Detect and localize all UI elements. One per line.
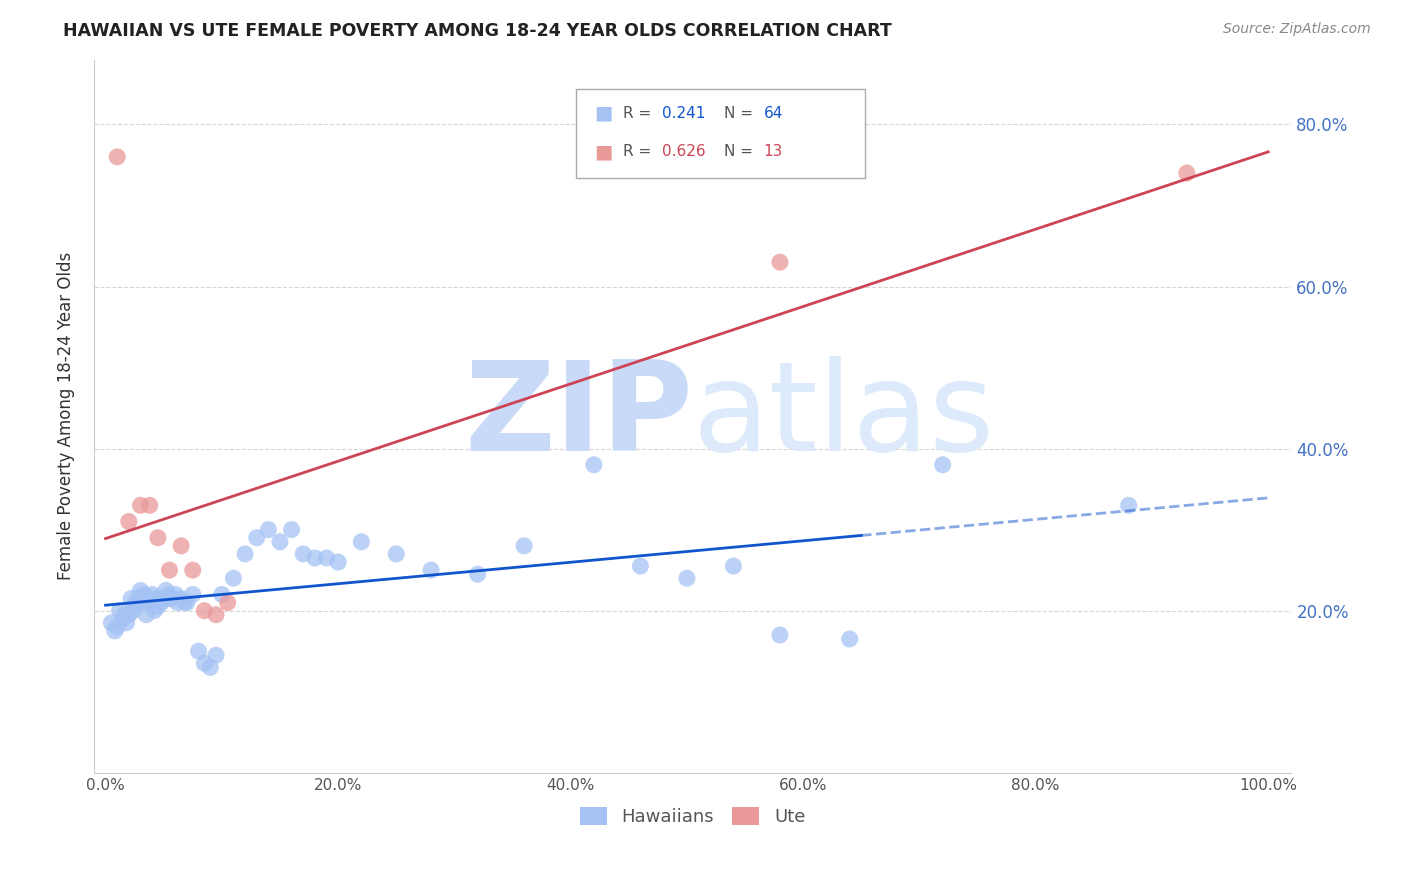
Point: [181, 563, 204, 577]
Point: [315, 551, 337, 566]
Point: [132, 587, 155, 601]
Point: [111, 612, 134, 626]
Point: [304, 551, 326, 566]
Text: ■: ■: [595, 103, 613, 123]
Point: [257, 523, 280, 537]
Point: [108, 604, 131, 618]
Point: [582, 458, 605, 472]
Point: [115, 615, 138, 630]
Point: [146, 531, 169, 545]
Point: [129, 583, 152, 598]
Point: [838, 632, 860, 646]
Point: [176, 596, 198, 610]
Point: [205, 648, 228, 663]
Point: [127, 591, 149, 606]
Point: [292, 547, 315, 561]
Text: R =: R =: [623, 145, 657, 159]
Point: [118, 607, 141, 622]
Point: [112, 607, 135, 622]
Point: [193, 604, 215, 618]
Point: [467, 567, 489, 582]
Point: [118, 515, 141, 529]
Point: [723, 559, 745, 574]
Point: [170, 539, 193, 553]
Point: [105, 620, 128, 634]
Point: [246, 531, 269, 545]
Y-axis label: Female Poverty Among 18-24 Year Olds: Female Poverty Among 18-24 Year Olds: [58, 252, 75, 581]
Point: [138, 498, 160, 512]
Point: [170, 591, 193, 606]
Point: [155, 583, 177, 598]
Text: R =: R =: [623, 106, 657, 120]
Point: [162, 591, 184, 606]
Point: [136, 596, 159, 610]
Point: [148, 591, 170, 606]
Text: 0.241: 0.241: [662, 106, 706, 120]
Text: atlas: atlas: [693, 356, 995, 476]
Point: [135, 607, 157, 622]
Point: [205, 607, 228, 622]
Point: [181, 587, 204, 601]
Text: ZIP: ZIP: [464, 356, 693, 476]
Point: [132, 591, 155, 606]
Text: 64: 64: [763, 106, 783, 120]
Point: [676, 571, 699, 585]
Point: [1118, 498, 1140, 512]
Point: [143, 604, 166, 618]
Point: [769, 255, 792, 269]
Point: [217, 596, 239, 610]
Point: [141, 587, 163, 601]
Point: [100, 615, 122, 630]
Point: [146, 599, 169, 614]
Point: [326, 555, 349, 569]
Text: Source: ZipAtlas.com: Source: ZipAtlas.com: [1223, 22, 1371, 37]
Text: HAWAIIAN VS UTE FEMALE POVERTY AMONG 18-24 YEAR OLDS CORRELATION CHART: HAWAIIAN VS UTE FEMALE POVERTY AMONG 18-…: [63, 22, 891, 40]
Point: [420, 563, 443, 577]
Point: [150, 596, 173, 610]
Point: [350, 534, 373, 549]
Point: [120, 591, 142, 606]
Legend: Hawaiians, Ute: Hawaiians, Ute: [571, 797, 814, 835]
Point: [125, 596, 148, 610]
Point: [193, 657, 215, 671]
Point: [159, 563, 181, 577]
Text: 13: 13: [763, 145, 783, 159]
Text: N =: N =: [724, 106, 758, 120]
Point: [157, 587, 180, 601]
Point: [173, 596, 195, 610]
Point: [513, 539, 536, 553]
Point: [166, 596, 188, 610]
Point: [280, 523, 302, 537]
Point: [138, 596, 160, 610]
Text: N =: N =: [724, 145, 758, 159]
Point: [222, 571, 245, 585]
Text: ■: ■: [595, 142, 613, 161]
Point: [105, 150, 128, 164]
Point: [628, 559, 651, 574]
Point: [1175, 166, 1198, 180]
Point: [233, 547, 256, 561]
Point: [165, 587, 187, 601]
Point: [269, 534, 291, 549]
Point: [187, 644, 209, 658]
Point: [769, 628, 792, 642]
Point: [145, 591, 167, 606]
Point: [198, 660, 221, 674]
Point: [211, 587, 233, 601]
Point: [152, 591, 174, 606]
Point: [124, 599, 146, 614]
Point: [931, 458, 953, 472]
Point: [385, 547, 408, 561]
Point: [159, 591, 181, 606]
Point: [122, 604, 145, 618]
Point: [104, 624, 127, 638]
Point: [129, 498, 152, 512]
Text: 0.626: 0.626: [662, 145, 706, 159]
